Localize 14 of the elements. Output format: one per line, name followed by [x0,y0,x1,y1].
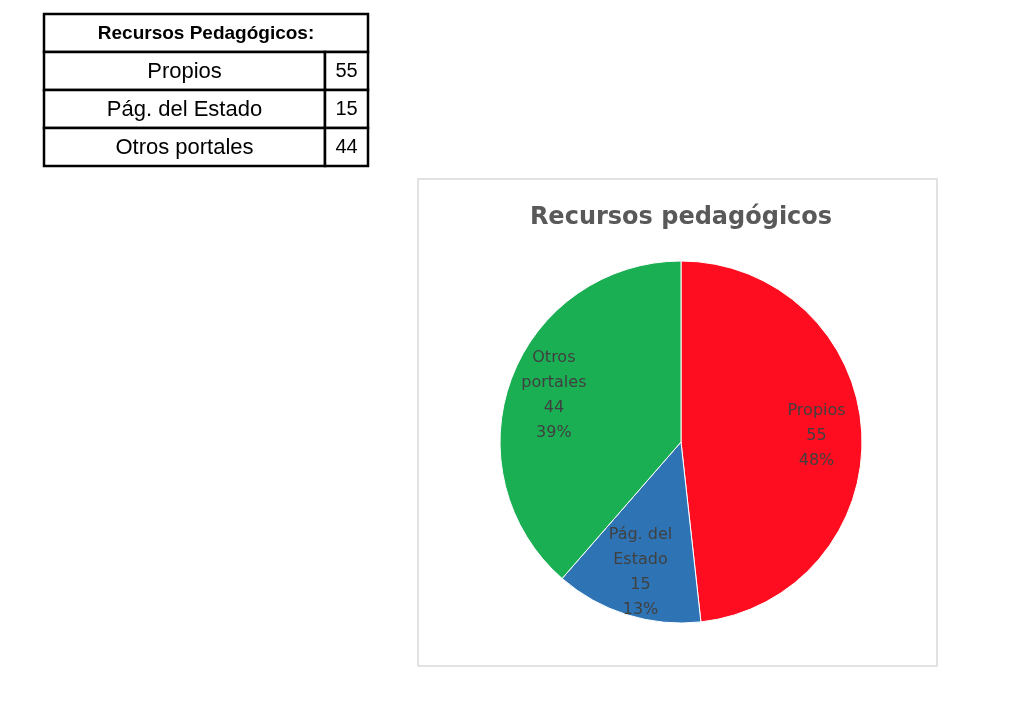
text: 55 [335,59,358,81]
data-label: 44 39% [536,396,572,441]
text: Otros portales [115,134,254,159]
text: 15 [335,97,358,119]
text: 44 [335,135,358,157]
chart-title: Recursos pedagógicos [529,202,833,230]
slice-label: Propios [787,399,846,419]
text: Propios [147,58,222,83]
data-label: 55 48% [798,424,835,469]
text: Recursos Pedagógicos: [97,22,315,43]
slice-label: Pág. del Estado [608,524,673,569]
text: Pág. del Estado [106,96,263,121]
slice-label: Otros portales [521,346,587,391]
data-label: 15 13% [622,574,659,619]
